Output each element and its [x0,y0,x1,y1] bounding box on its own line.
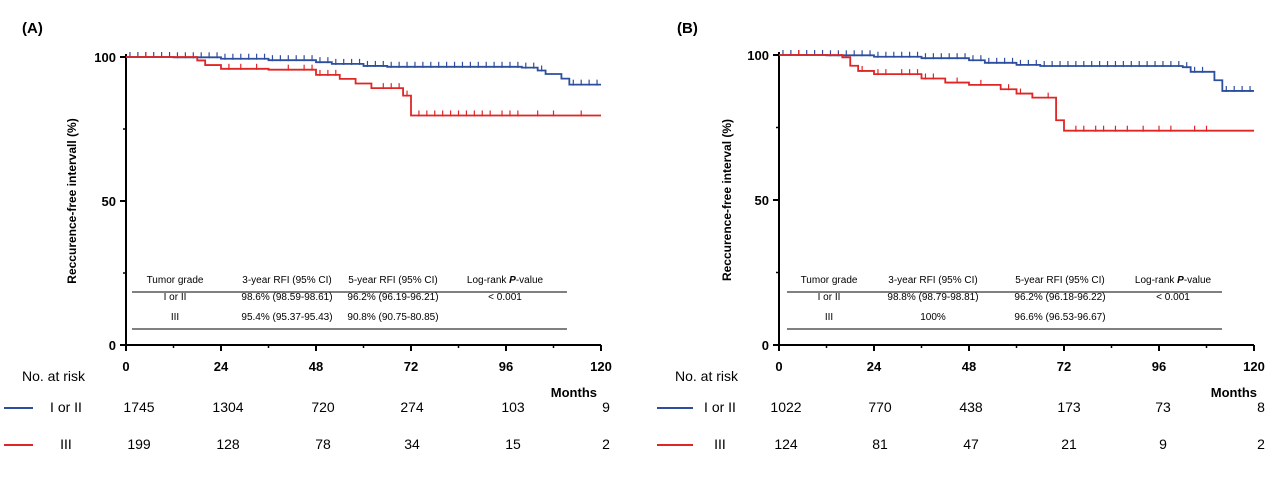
risk-value: 34 [404,436,420,452]
risk-value: 1304 [212,399,243,415]
table-cell: 95.4% (95.37-95.43) [241,312,332,323]
x-tick-label: 120 [1243,359,1265,374]
risk-value: 21 [1061,436,1077,452]
risk-value: 81 [872,436,888,452]
risk-value: 128 [216,436,240,452]
table-header: 3-year RFI (95% CI) [242,275,331,286]
risk-value: 73 [1155,399,1171,415]
risk-row-label: III [714,436,726,452]
risk-value: 124 [774,436,798,452]
table-header: 5-year RFI (95% CI) [1015,275,1104,286]
table-header: Log-rank P-value [467,275,544,286]
risk-value: 9 [602,399,610,415]
risk-value: 2 [1257,436,1265,452]
rfi-table: Tumor grade 3-year RFI (95% CI) 5-year RFI… [787,275,1222,330]
table-cell: 90.8% (90.75-80.85) [347,312,438,323]
risk-value: 1022 [770,399,801,415]
y-tick-label: 0 [109,338,116,353]
y-tick-label: 50 [755,193,769,208]
risk-value: 173 [1057,399,1081,415]
table-cell: < 0.001 [1156,292,1190,303]
risk-value: 720 [311,399,335,415]
table-cell: 96.2% (96.19-96.21) [347,292,438,303]
risk-value: 438 [959,399,983,415]
panel-a: (A) 0 50 100 0 24 48 72 96 120 Reccurence-free int… [4,20,612,452]
series-grade-iii [126,52,601,117]
risk-value: 770 [868,399,892,415]
table-header: Log-rank P-value [1135,275,1212,286]
table-header: Tumor grade [147,275,204,286]
risk-value: 103 [501,399,525,415]
risk-value: 2 [602,436,610,452]
risk-value: 47 [963,436,979,452]
y-tick-label: 100 [94,50,116,65]
risk-table: No. at risk I or II 1745 1304 720 274 103 9 III 1… [4,368,610,452]
x-tick-label: 96 [1152,359,1166,374]
x-tick-label: 24 [867,359,882,374]
risk-value: 1745 [123,399,154,415]
y-tick-label: 0 [762,338,769,353]
risk-value: 199 [127,436,151,452]
y-axis-label: Reccurence-free interval (%) [720,119,734,281]
risk-table-title: No. at risk [675,368,739,384]
risk-row-label: III [60,436,72,452]
table-cell: I or II [818,292,841,303]
risk-value: 78 [315,436,331,452]
panel-label: (A) [22,20,43,37]
table-cell: I or II [164,292,187,303]
x-axis-label: Months [551,385,597,400]
risk-value: 9 [1159,436,1167,452]
x-tick-label: 0 [122,359,129,374]
risk-row-label: I or II [704,399,736,415]
x-tick-label: 48 [962,359,976,374]
rfi-table: Tumor grade 3-year RFI (95% CI) 5-year RFI… [132,275,567,330]
km-curve [779,54,1254,92]
x-tick-label: 96 [499,359,513,374]
table-cell: 96.6% (96.53-96.67) [1014,312,1105,323]
panel-b: (B) 0 50 100 0 24 48 72 96 120 Reccurence-free int… [657,20,1265,452]
table-cell: 100% [920,312,946,323]
table-cell: III [825,312,833,323]
x-tick-label: 48 [309,359,323,374]
table-header: 3-year RFI (95% CI) [888,275,977,286]
x-tick-label: 0 [775,359,782,374]
table-header: 5-year RFI (95% CI) [348,275,437,286]
table-cell: III [171,312,179,323]
risk-row-label: I or II [50,399,82,415]
x-tick-label: 72 [404,359,418,374]
table-cell: 98.8% (98.79-98.81) [887,292,978,303]
risk-table-title: No. at risk [22,368,86,384]
risk-value: 8 [1257,399,1265,415]
y-axis-label: Reccurence-free intervall (%) [65,118,79,283]
risk-value: 274 [400,399,424,415]
panel-label: (B) [677,20,698,37]
table-cell: 98.6% (98.59-98.61) [241,292,332,303]
y-tick-label: 100 [747,48,769,63]
x-tick-label: 72 [1057,359,1071,374]
y-tick-label: 50 [102,194,116,209]
table-cell: 96.2% (96.18-96.22) [1014,292,1105,303]
x-tick-label: 120 [590,359,612,374]
risk-value: 15 [505,436,521,452]
x-axis-label: Months [1211,385,1257,400]
series-grade-i-ii [779,50,1254,92]
risk-table: No. at risk I or II 1022 770 438 173 73 8 III 124… [657,368,1265,452]
x-tick-label: 24 [214,359,229,374]
table-header: Tumor grade [801,275,858,286]
series-grade-iii [779,50,1254,132]
table-cell: < 0.001 [488,292,522,303]
